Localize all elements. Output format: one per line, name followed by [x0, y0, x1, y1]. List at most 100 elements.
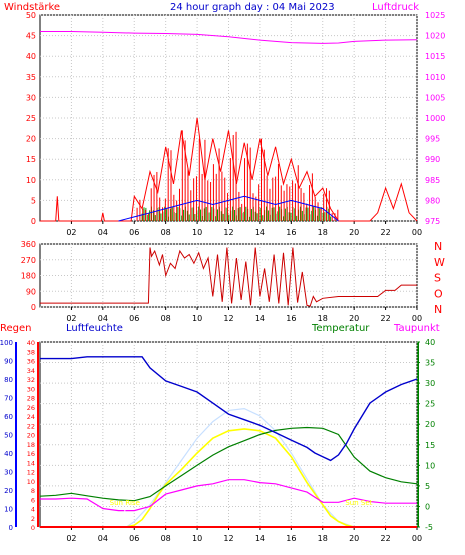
direction-y-tick-label: 0	[31, 303, 36, 312]
wind-direction-x-tick-label: 14	[255, 314, 265, 323]
rain-y-tick-label: 18	[27, 441, 35, 449]
dewpoint-axis-label: Taupunkt	[393, 323, 440, 334]
wind-direction-line	[40, 247, 417, 307]
temperature-line	[39, 426, 418, 502]
rain-y-tick-label: 6	[31, 496, 35, 504]
direction-y-tick-label: 90	[26, 287, 36, 296]
wind-y-tick-label: 25	[26, 114, 36, 123]
humidity-temperature-x-tick-label: 02	[66, 534, 76, 543]
temp-y-tick-label: 10	[425, 461, 435, 470]
rain-y-tick-label: 34	[27, 367, 35, 375]
wind-y-tick-label: 15	[26, 155, 36, 164]
direction-y-tick-label: 360	[21, 240, 36, 249]
right-axis-label: Luftdruck	[372, 2, 419, 13]
humidity-y-tick-label: 0	[9, 524, 13, 532]
pressure-line	[40, 31, 418, 44]
wind-direction-x-tick-label: 04	[98, 314, 108, 323]
wind-y-tick-label: 20	[26, 135, 36, 144]
pressure-y-tick-label: 985	[425, 176, 440, 185]
humidity-y-tick-label: 40	[4, 450, 13, 458]
humidity-y-tick-label: 60	[4, 413, 13, 421]
sunshine-line	[40, 428, 417, 528]
wind-y-tick-label: 50	[26, 11, 36, 20]
wind-y-tick-label: 45	[26, 32, 36, 41]
temperature-axis-label: Temperatur	[311, 323, 370, 334]
dewpoint-line	[40, 479, 417, 512]
temp-y-tick-label: 30	[425, 379, 435, 388]
rain-y-tick-label: 24	[27, 413, 35, 421]
temp-y-tick-label: -5	[425, 523, 433, 532]
humidity-temperature-x-tick-label: 16	[286, 534, 296, 543]
humidity-temperature-chart: -505101520253035400102030405060708090100…	[0, 338, 435, 543]
humidity-y-tick-label: 90	[4, 358, 13, 366]
wind-y-tick-label: 35	[26, 73, 36, 82]
pressure-y-tick-label: 980	[425, 196, 440, 205]
pressure-y-tick-label: 1010	[425, 73, 445, 82]
wind-direction-x-tick-label: 16	[286, 314, 296, 323]
humidity-temperature-x-tick-label: 10	[192, 534, 202, 543]
wind-direction-x-tick-label: 10	[192, 314, 202, 323]
wind-pressure-x-tick-label: 06	[129, 228, 139, 237]
humidity-temperature-x-tick-label: 14	[255, 534, 265, 543]
rain-y-tick-label: 32	[27, 376, 35, 384]
wind-pressure-chart: 0510152025303540455097598098599099510001…	[26, 11, 446, 237]
wind-direction-x-tick-label: 06	[129, 314, 139, 323]
humidity-axis-label: Luftfeuchte	[66, 323, 123, 334]
wind-y-tick-label: 0	[31, 217, 36, 226]
wind-pressure-x-tick-label: 16	[286, 228, 296, 237]
pressure-y-tick-label: 1000	[425, 114, 445, 123]
humidity-y-tick-label: 50	[4, 432, 13, 440]
wind-y-tick-label: 10	[26, 176, 36, 185]
rain-axis-label: Regen	[0, 323, 32, 334]
rain-y-tick-label: 12	[27, 469, 35, 477]
pressure-y-tick-label: 1025	[425, 11, 445, 20]
wind-pressure-x-tick-label: 04	[98, 228, 108, 237]
rain-y-tick-label: 40	[27, 339, 35, 347]
humidity-temperature-x-tick-label: 06	[129, 534, 139, 543]
direction-compass-label: W	[434, 256, 445, 269]
sun-annotation-label: Sun Set	[345, 499, 372, 507]
wind-pressure-x-tick-label: 22	[380, 228, 390, 237]
rain-y-tick-label: 38	[27, 348, 35, 356]
wind-direction-x-tick-label: 22	[380, 314, 390, 323]
pressure-y-tick-label: 1005	[425, 93, 445, 102]
rain-y-tick-label: 28	[27, 395, 35, 403]
rain-y-tick-label: 0	[31, 524, 35, 532]
wind-pressure-x-tick-label: 10	[192, 228, 202, 237]
rain-y-tick-label: 26	[27, 404, 35, 412]
temp-y-tick-label: 20	[425, 420, 435, 429]
direction-compass-label: S	[434, 272, 441, 285]
humidity-y-tick-label: 20	[4, 487, 13, 495]
rain-y-tick-label: 20	[27, 432, 35, 440]
temp-y-tick-label: 0	[425, 502, 430, 511]
temp-y-tick-label: 40	[425, 338, 435, 347]
left-axis-label: Windstärke	[4, 2, 60, 13]
direction-compass-label: O	[434, 287, 443, 300]
pressure-y-tick-label: 1020	[425, 32, 445, 41]
humidity-temperature-x-tick-label: 04	[98, 534, 108, 543]
wind-pressure-x-tick-label: 00	[412, 228, 422, 237]
page-title: 24 hour graph day : 04 Mai 2023	[170, 2, 335, 13]
humidity-y-tick-label: 30	[4, 469, 13, 477]
rain-y-tick-label: 22	[27, 422, 35, 430]
wind-y-tick-label: 40	[26, 52, 36, 61]
direction-y-tick-label: 270	[21, 256, 36, 265]
wind-direction-x-tick-label: 08	[161, 314, 171, 323]
rain-y-tick-label: 36	[27, 358, 35, 366]
wind-pressure-x-tick-label: 20	[349, 228, 359, 237]
pressure-y-tick-label: 990	[425, 155, 440, 164]
wind-direction-x-tick-label: 00	[412, 314, 422, 323]
humidity-line	[40, 356, 418, 462]
rain-y-tick-label: 4	[31, 506, 35, 514]
rain-y-tick-label: 16	[27, 450, 35, 458]
wind-pressure-x-tick-label: 12	[223, 228, 233, 237]
wind-y-tick-label: 30	[26, 93, 36, 102]
humidity-y-tick-label: 10	[4, 506, 13, 514]
humidity-y-tick-label: 100	[0, 339, 13, 347]
humidity-temperature-x-tick-label: 20	[349, 534, 359, 543]
sun-annotation-label: Sun Rise	[110, 499, 140, 507]
